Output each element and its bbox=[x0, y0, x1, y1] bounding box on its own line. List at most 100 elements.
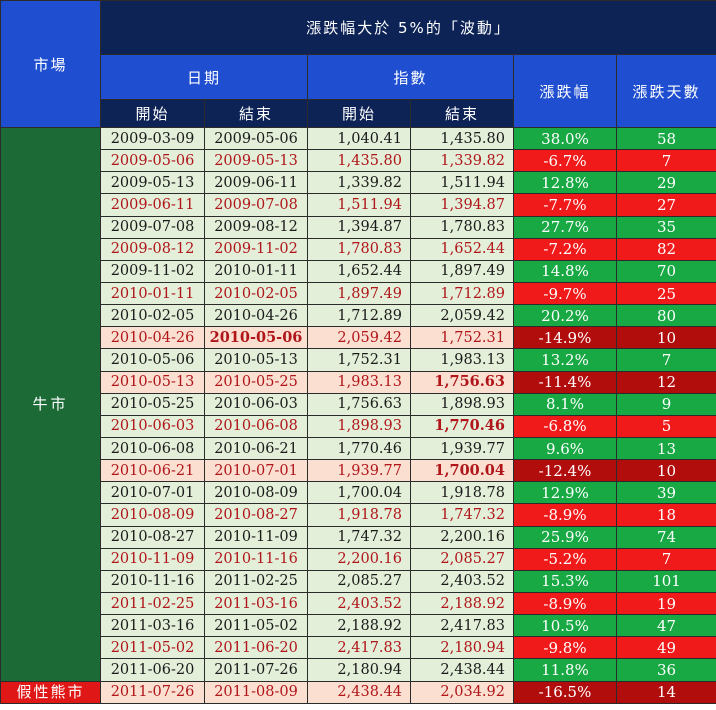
index-end-header: 結束 bbox=[410, 99, 514, 128]
end-date-cell: 2009-05-13 bbox=[204, 149, 308, 173]
table-row: 2010-06-08 2010-06-21 1,770.46 1,939.77 9.6%… bbox=[1, 436, 716, 461]
table-row: 2009-11-02 2010-01-11 1,652.44 1,897.49 14.8… bbox=[1, 259, 716, 283]
start-date-cell: 2010-07-01 bbox=[100, 481, 205, 505]
pct-change-cell: -7.2% bbox=[513, 237, 617, 261]
start-date-cell: 2010-05-13 bbox=[100, 370, 205, 394]
start-date-cell: 2009-03-09 bbox=[100, 126, 205, 151]
start-date-cell: 2010-11-16 bbox=[100, 569, 205, 593]
pct-change-cell: 15.3% bbox=[513, 569, 617, 593]
days-cell: 49 bbox=[615, 636, 716, 660]
table-row: 2010-05-06 2010-05-13 1,752.31 1,983.13 13.2… bbox=[1, 348, 716, 372]
start-date-cell: 2010-02-05 bbox=[100, 304, 205, 328]
days-cell: 14 bbox=[615, 680, 716, 704]
date-end-header: 結束 bbox=[204, 99, 308, 128]
end-index-cell: 1,780.83 bbox=[410, 215, 514, 239]
start-index-cell: 1,712.89 bbox=[307, 304, 411, 328]
table-row: 2010-11-09 2010-11-16 2,200.16 2,085.27 -5.2… bbox=[1, 547, 716, 571]
days-cell: 39 bbox=[615, 481, 716, 505]
pct-change-cell: -7.7% bbox=[513, 193, 617, 217]
days-cell: 7 bbox=[615, 547, 716, 571]
end-index-cell: 1,511.94 bbox=[410, 171, 514, 195]
pct-change-cell: 11.8% bbox=[513, 658, 617, 682]
table-row: 2010-06-21 2010-07-01 1,939.77 1,700.04 -12.… bbox=[1, 459, 716, 483]
start-index-cell: 1,983.13 bbox=[307, 370, 411, 394]
pct-change-cell: -5.2% bbox=[513, 547, 617, 571]
end-index-cell: 2,085.27 bbox=[410, 547, 514, 571]
end-date-cell: 2011-06-20 bbox=[204, 636, 308, 660]
table-row: 2010-07-01 2010-08-09 1,700.04 1,918.78 12.9… bbox=[1, 481, 716, 505]
end-index-cell: 1,756.63 bbox=[410, 370, 514, 394]
end-index-cell: 1,652.44 bbox=[410, 237, 514, 261]
days-cell: 35 bbox=[615, 215, 716, 239]
start-date-cell: 2010-06-21 bbox=[100, 459, 205, 483]
start-index-cell: 2,085.27 bbox=[307, 569, 411, 593]
market-bull-cell: 牛市 bbox=[0, 127, 101, 682]
pct-change-cell: 12.8% bbox=[513, 171, 617, 195]
days-cell: 82 bbox=[615, 237, 716, 261]
start-date-cell: 2009-11-02 bbox=[100, 259, 205, 283]
pct-change-cell: 9.6% bbox=[513, 436, 617, 461]
end-date-cell: 2010-02-05 bbox=[204, 281, 308, 306]
start-index-cell: 1,339.82 bbox=[307, 171, 411, 195]
start-index-cell: 1,394.87 bbox=[307, 215, 411, 239]
end-date-cell: 2010-05-25 bbox=[204, 370, 308, 394]
pct-change-cell: 27.7% bbox=[513, 215, 617, 239]
end-date-cell: 2011-05-02 bbox=[204, 614, 308, 638]
table-row: 2011-05-02 2011-06-20 2,417.83 2,180.94 -9.8… bbox=[1, 636, 716, 660]
end-index-cell: 2,188.92 bbox=[410, 591, 514, 616]
pct-change-cell: -11.4% bbox=[513, 370, 617, 394]
start-index-cell: 1,652.44 bbox=[307, 259, 411, 283]
end-date-cell: 2010-01-11 bbox=[204, 259, 308, 283]
end-index-cell: 1,435.80 bbox=[410, 126, 514, 151]
pct-change-cell: -6.7% bbox=[513, 149, 617, 173]
end-date-cell: 2010-08-27 bbox=[204, 503, 308, 527]
start-date-cell: 2011-05-02 bbox=[100, 636, 205, 660]
end-date-cell: 2010-05-06 bbox=[204, 326, 308, 350]
end-date-cell: 2011-07-26 bbox=[204, 658, 308, 682]
end-index-cell: 2,438.44 bbox=[410, 658, 514, 682]
date-group-header: 日期 bbox=[100, 54, 308, 100]
start-index-cell: 1,700.04 bbox=[307, 481, 411, 505]
start-date-cell: 2011-07-26 bbox=[100, 680, 205, 704]
end-index-cell: 2,059.42 bbox=[410, 304, 514, 328]
table-row: 2010-08-27 2010-11-09 1,747.32 2,200.16 25.9… bbox=[1, 525, 716, 549]
table-row: 2009-08-12 2009-11-02 1,780.83 1,652.44 -7.2… bbox=[1, 237, 716, 261]
start-index-cell: 2,438.44 bbox=[307, 680, 411, 704]
start-index-cell: 2,417.83 bbox=[307, 636, 411, 660]
start-date-cell: 2010-08-09 bbox=[100, 503, 205, 527]
table-row: 2009-06-11 2009-07-08 1,511.94 1,394.87 -7.7… bbox=[1, 193, 716, 217]
end-date-cell: 2010-11-16 bbox=[204, 547, 308, 571]
start-index-cell: 1,780.83 bbox=[307, 237, 411, 261]
days-cell: 7 bbox=[615, 149, 716, 173]
end-date-cell: 2010-05-13 bbox=[204, 348, 308, 372]
pct-change-cell: -8.9% bbox=[513, 503, 617, 527]
start-date-cell: 2009-05-06 bbox=[100, 149, 205, 173]
pct-change-cell: -16.5% bbox=[513, 680, 617, 704]
end-date-cell: 2009-11-02 bbox=[204, 237, 308, 261]
end-index-cell: 2,403.52 bbox=[410, 569, 514, 593]
market-header: 市場 bbox=[0, 0, 101, 128]
days-cell: 7 bbox=[615, 348, 716, 372]
end-date-cell: 2010-06-03 bbox=[204, 392, 308, 416]
table-row: 2010-04-26 2010-05-06 2,059.42 1,752.31 -14.… bbox=[1, 326, 716, 350]
end-date-cell: 2010-06-08 bbox=[204, 414, 308, 438]
end-index-cell: 1,747.32 bbox=[410, 503, 514, 527]
days-cell: 27 bbox=[615, 193, 716, 217]
days-cell: 13 bbox=[615, 436, 716, 461]
days-cell: 19 bbox=[615, 591, 716, 616]
days-cell: 5 bbox=[615, 414, 716, 438]
start-index-cell: 1,511.94 bbox=[307, 193, 411, 217]
table-row: 假性熊市 2011-07-26 2011-08-09 2,438.44 2,034.92… bbox=[0, 680, 716, 704]
date-start-header: 開始 bbox=[100, 99, 205, 128]
pct-change-cell: -9.7% bbox=[513, 281, 617, 306]
end-date-cell: 2009-05-06 bbox=[204, 126, 308, 151]
start-date-cell: 2010-08-27 bbox=[100, 525, 205, 549]
start-index-cell: 2,180.94 bbox=[307, 658, 411, 682]
pct-change-cell: -6.8% bbox=[513, 414, 617, 438]
market-pseudo-bear-cell: 假性熊市 bbox=[0, 680, 101, 704]
end-index-cell: 1,897.49 bbox=[410, 259, 514, 283]
end-index-cell: 1,983.13 bbox=[410, 348, 514, 372]
pct-change-cell: 8.1% bbox=[513, 392, 617, 416]
days-cell: 10 bbox=[615, 459, 716, 483]
days-cell: 101 bbox=[615, 569, 716, 593]
